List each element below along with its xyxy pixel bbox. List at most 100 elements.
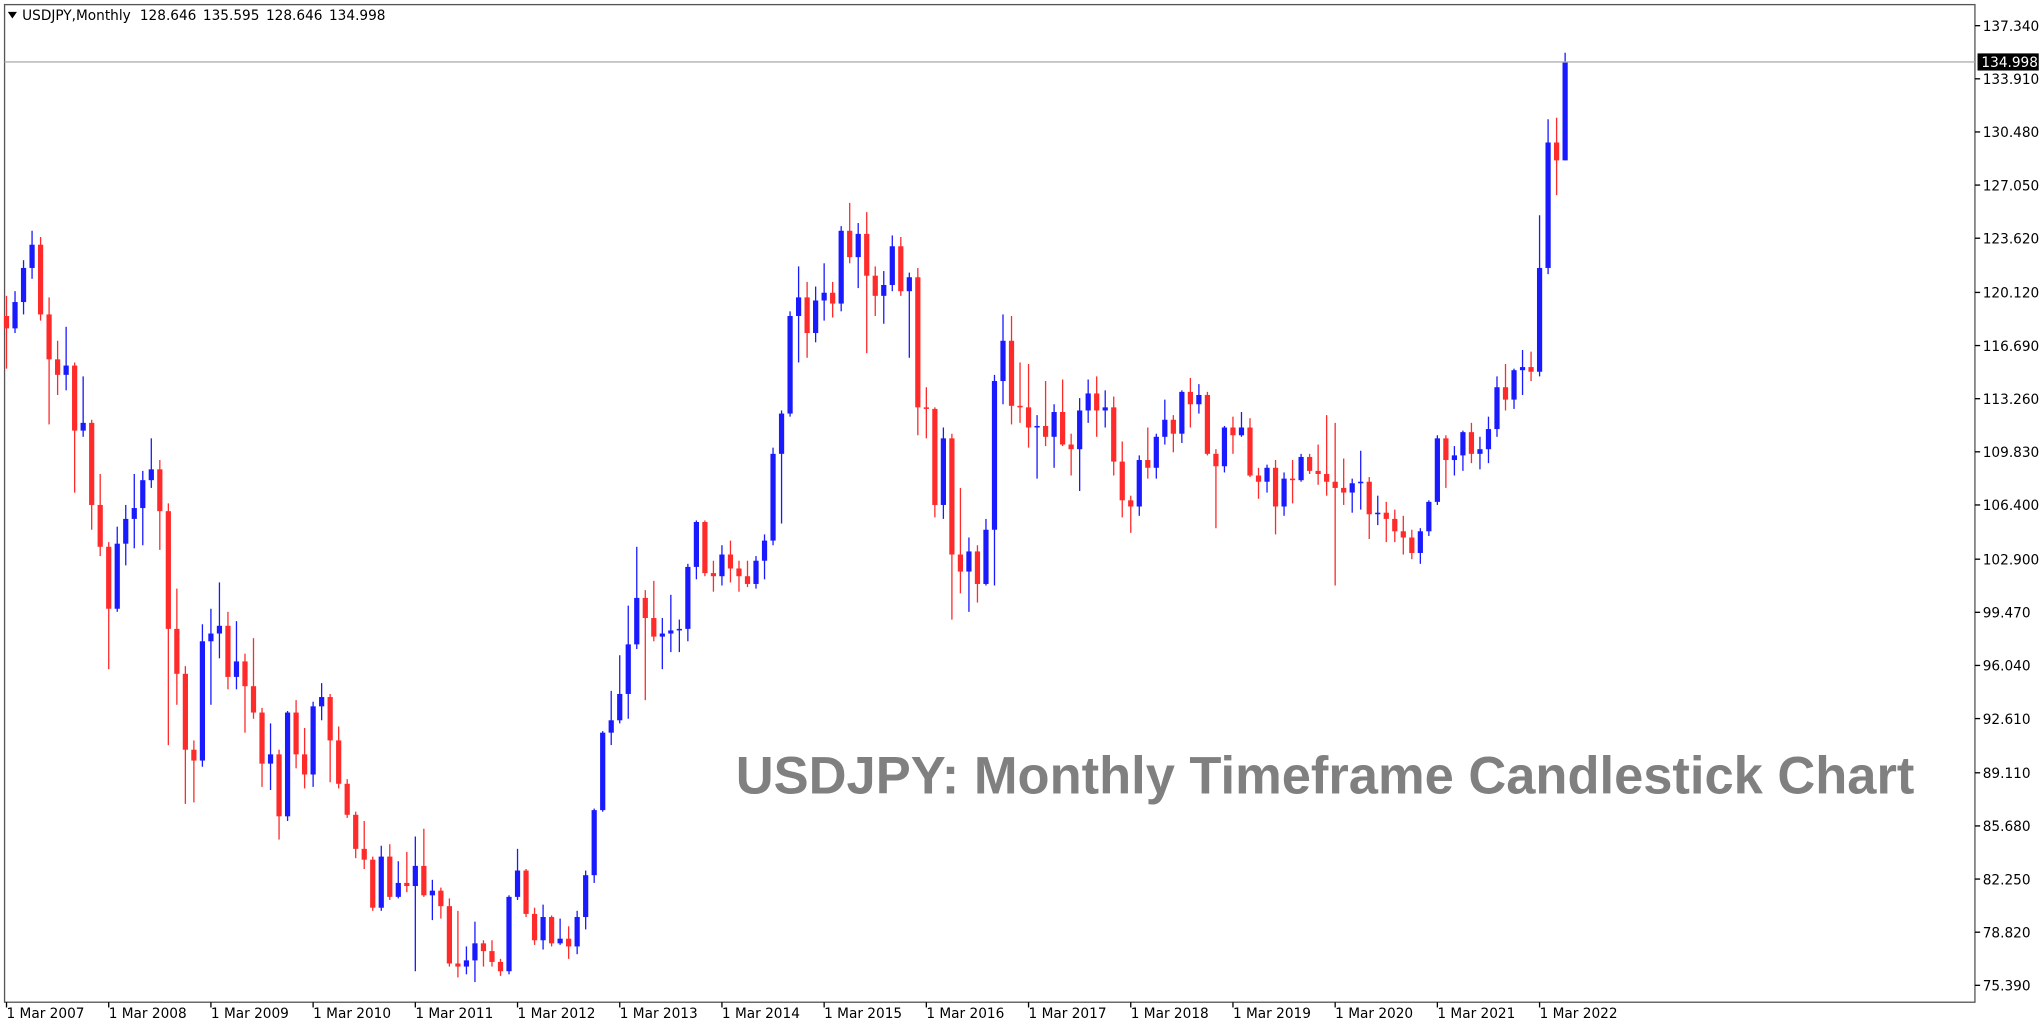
candle-body	[1238, 427, 1245, 436]
candle-body	[685, 566, 691, 629]
candle-body	[1179, 391, 1185, 434]
candle-body	[12, 302, 18, 329]
candle-body	[3, 315, 10, 329]
candle-body	[600, 732, 606, 811]
candle-body	[1307, 456, 1313, 471]
candle-body	[1051, 412, 1057, 437]
candle-body	[1153, 436, 1159, 468]
candle-body	[225, 625, 231, 677]
candle-body	[1409, 537, 1415, 553]
candle-body	[1034, 425, 1040, 428]
candle-body	[889, 246, 895, 285]
x-tick-label: 1 Mar 2020	[1335, 1006, 1413, 1020]
candle-body	[1451, 455, 1458, 461]
candle-body	[63, 365, 69, 375]
candle-body	[480, 943, 487, 952]
candle-body	[336, 740, 342, 784]
x-tick-label: 1 Mar 2008	[109, 1006, 187, 1020]
candle-body	[1485, 429, 1492, 450]
candle-body	[267, 754, 274, 764]
candle-body	[804, 297, 810, 334]
candle-body	[634, 597, 640, 645]
candle-body	[446, 906, 453, 964]
candle-body	[702, 521, 708, 574]
candle-body	[1272, 467, 1279, 507]
candle-body	[319, 697, 325, 707]
candle-body	[625, 644, 631, 694]
candle-body	[1068, 444, 1074, 450]
candle-body	[1017, 405, 1023, 408]
candle-body	[719, 554, 725, 577]
candle-body	[370, 859, 376, 908]
candle-body	[1468, 432, 1475, 454]
candle-body	[813, 300, 819, 334]
candle-body	[302, 754, 308, 775]
y-tick-label: 133.910	[1983, 72, 2040, 88]
candle-body	[744, 576, 751, 584]
header-low: 128.646	[266, 8, 323, 24]
candle-body	[293, 712, 299, 755]
y-tick-label: 102.900	[1983, 552, 2040, 568]
watermark-title: USDJPY: Monthly Timeframe Candlestick Ch…	[736, 747, 1915, 805]
candle-body	[438, 890, 444, 907]
price-label-box	[1977, 53, 2039, 71]
candle-body	[566, 938, 572, 947]
y-tick-label: 123.620	[1983, 231, 2040, 247]
candle-body	[778, 413, 785, 454]
y-tick-label: 116.690	[1983, 339, 2040, 355]
y-tick-label: 85.680	[1983, 819, 2031, 835]
x-tick-label: 1 Mar 2009	[211, 1006, 289, 1020]
candle-body	[1145, 460, 1151, 468]
candle-body	[250, 686, 257, 713]
candle-body	[1060, 412, 1066, 445]
candle-body	[80, 422, 86, 431]
candle-body	[1545, 142, 1551, 268]
candle-body	[199, 641, 206, 761]
header-close: 134.998	[329, 8, 386, 24]
y-tick-label: 99.470	[1983, 606, 2031, 622]
candle-body	[1128, 500, 1134, 507]
candle-body	[208, 633, 214, 642]
candle-body	[1502, 387, 1509, 400]
candle-body	[1204, 394, 1211, 454]
candle-body	[506, 896, 512, 972]
candle-body	[55, 359, 61, 375]
candle-body	[923, 407, 929, 409]
candle-body	[353, 814, 359, 849]
candle-body	[795, 297, 802, 316]
candle-body	[1400, 531, 1406, 538]
candle-body	[1434, 438, 1440, 502]
candle-body	[881, 284, 887, 296]
header: USDJPY,Monthly 128.646 135.595 128.646 134.9…	[22, 8, 385, 24]
candle-body	[787, 315, 793, 414]
candle-body	[165, 511, 171, 629]
candle-body	[497, 961, 504, 972]
candle-body	[123, 518, 129, 544]
candle-body	[838, 230, 844, 304]
candle-body	[1511, 370, 1517, 400]
candle-body	[344, 783, 350, 815]
candle-body	[1494, 387, 1500, 430]
candle-body	[710, 573, 717, 577]
candle-body	[1392, 518, 1398, 532]
x-tick-label: 1 Mar 2014	[722, 1006, 800, 1020]
candle-body	[1358, 481, 1364, 484]
candle-body	[1562, 61, 1568, 161]
candle-body	[489, 951, 495, 962]
candle-body	[1554, 142, 1560, 161]
candle-body	[1136, 460, 1142, 507]
candle-body	[1375, 512, 1381, 515]
y-tick-label: 92.610	[1983, 712, 2031, 728]
candle-body	[574, 917, 580, 947]
x-tick-label: 1 Mar 2018	[1131, 1006, 1209, 1020]
y-tick-label: 82.250	[1983, 872, 2031, 888]
candle-body	[753, 560, 759, 584]
candle-body	[1528, 367, 1534, 372]
candle-body	[1247, 427, 1253, 476]
x-tick-label: 1 Mar 2013	[620, 1006, 698, 1020]
candle-body	[821, 292, 827, 301]
candle-body	[37, 244, 44, 315]
candle-body	[276, 754, 282, 817]
candle-body	[114, 543, 120, 609]
candle-body	[1460, 432, 1466, 456]
